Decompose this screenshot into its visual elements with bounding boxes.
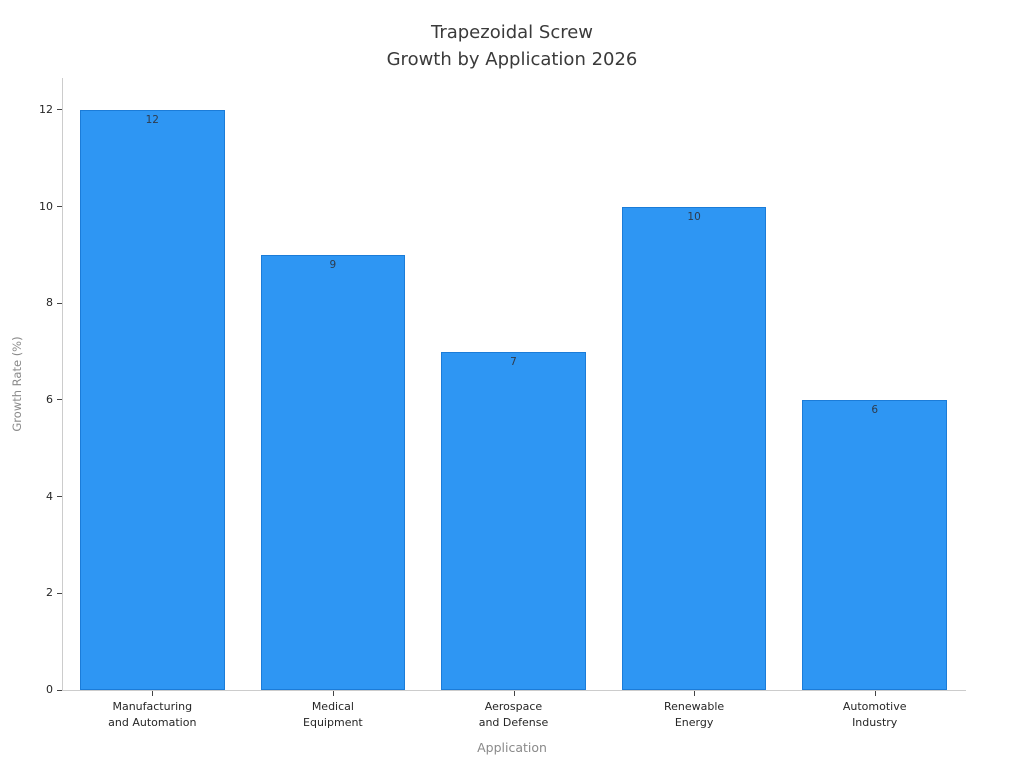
y-tick-mark [57,109,62,111]
x-axis-line [62,690,966,691]
bar-value-label: 12 [145,113,159,126]
bar-value-label: 7 [510,355,517,368]
x-tick-label: Automotive Industry [842,700,907,729]
x-tick-label: Manufacturing and Automation [108,700,197,729]
y-tick-mark [57,302,62,304]
bar [260,254,406,690]
bar-value-label: 6 [871,403,879,416]
bar-value-label: 9 [329,258,337,271]
x-tick-label: Renewable Energy [663,700,725,729]
bar-value-label: 10 [687,210,701,223]
x-tick-mark [513,691,515,696]
x-tick-label: Aerospace and Defense [478,700,549,729]
y-tick-label: 8 [46,296,53,310]
x-tick-mark [694,691,696,696]
x-tick-mark [332,691,334,696]
x-tick-label: Medical Equipment [303,700,363,729]
y-tick-label: 0 [46,683,53,696]
y-tick-label: 6 [46,392,53,406]
x-tick-mark [152,691,154,696]
y-tick-mark [57,206,62,208]
y-tick-label: 12 [39,102,53,116]
bar [621,206,767,690]
bar [802,399,947,690]
bar [80,109,225,690]
y-tick-label: 10 [39,199,53,213]
y-axis-line [62,78,63,691]
y-tick-mark [57,592,62,594]
x-tick-mark [874,691,876,696]
y-tick-mark [57,689,62,691]
y-tick-mark [57,496,62,498]
bar [441,351,586,690]
y-tick-label: 2 [46,586,53,600]
y-tick-mark [57,399,62,401]
x-axis-title: Application [477,740,547,755]
y-axis-title: Growth Rate (%) [10,336,24,432]
chart-title: Trapezoidal Screw Growth by Application … [386,22,638,70]
y-tick-label: 4 [46,489,53,503]
